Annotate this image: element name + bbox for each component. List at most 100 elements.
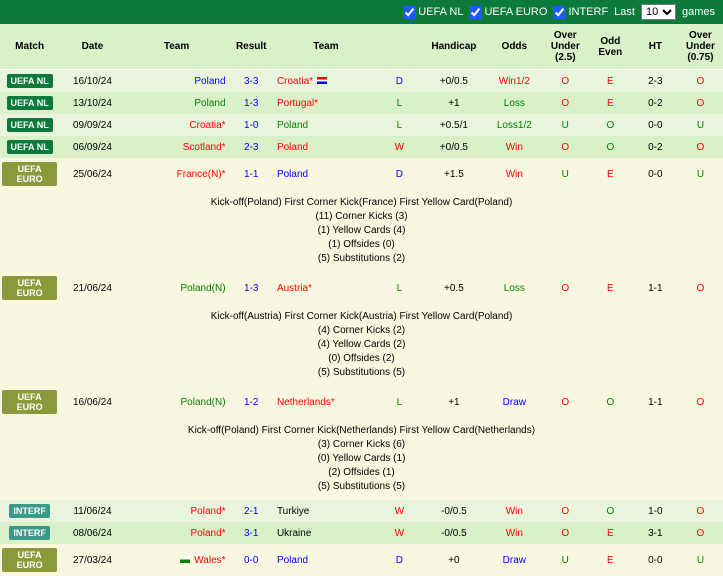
cell-team1[interactable]: Poland(N) — [126, 386, 228, 418]
cell-team1[interactable]: Poland* — [126, 522, 228, 544]
cell-score[interactable]: 1-1 — [228, 158, 275, 190]
cell-odds: Win — [486, 136, 543, 158]
filter-label: INTERF — [568, 6, 608, 18]
cell-handicap: +1 — [422, 386, 486, 418]
cell-ht: 3-1 — [633, 522, 678, 544]
cell-team1[interactable]: Croatia* — [126, 114, 228, 136]
table-row: UEFA EURO25/06/24France(N)*1-1PolandD+1.… — [0, 158, 723, 190]
cell-odds: Loss1/2 — [486, 114, 543, 136]
cell-ou075: O — [678, 70, 723, 93]
cell-team2[interactable]: Poland — [275, 136, 377, 158]
match-badge: UEFA EURO — [2, 276, 57, 300]
cell-score[interactable]: 0-0 — [228, 544, 275, 576]
cell-date: 27/03/24 — [59, 544, 125, 576]
cell-ou25: O — [543, 500, 588, 522]
last-games-select[interactable]: 10 — [641, 4, 676, 20]
table-row: INTERF11/06/24Poland*2-1TurkiyeW-0/0.5Wi… — [0, 500, 723, 522]
match-badge: UEFA EURO — [2, 162, 57, 186]
cell-team1[interactable]: Poland — [126, 92, 228, 114]
match-badge: UEFA NL — [7, 118, 53, 132]
cell-wdl: D — [377, 158, 422, 190]
table-row: UEFA EURO16/06/24Poland(N)1-2Netherlands… — [0, 386, 723, 418]
filter-interf[interactable]: INTERF — [553, 6, 608, 19]
cell-ht: 0-2 — [633, 136, 678, 158]
cell-oe: E — [588, 70, 633, 93]
th-result: Result — [228, 24, 275, 70]
cell-date: 13/10/24 — [59, 92, 125, 114]
detail-cell: Kick-off(Poland) First Corner Kick(Nethe… — [0, 418, 723, 500]
cell-odds: Loss — [486, 92, 543, 114]
th-odds: Odds — [486, 24, 543, 70]
table-body: UEFA NL16/10/24Poland3-3Croatia* D+0/0.5… — [0, 70, 723, 576]
detail-cell: Kick-off(Poland) First Corner Kick(Franc… — [0, 190, 723, 272]
checkbox-uefa-euro[interactable] — [469, 6, 482, 19]
cell-date: 11/06/24 — [59, 500, 125, 522]
cell-match: INTERF — [0, 522, 59, 544]
cell-team2[interactable]: Croatia* — [275, 70, 377, 93]
filter-uefa-euro[interactable]: UEFA EURO — [469, 6, 547, 19]
cell-score[interactable]: 3-3 — [228, 70, 275, 93]
cell-team2[interactable]: Netherlands* — [275, 386, 377, 418]
cell-odds: Win — [486, 500, 543, 522]
cell-match: UEFA EURO — [0, 544, 59, 576]
cell-ou075: U — [678, 158, 723, 190]
cell-ou075: O — [678, 522, 723, 544]
cell-odds: Win — [486, 522, 543, 544]
checkbox-uefa-nl[interactable] — [403, 6, 416, 19]
cell-handicap: +0.5/1 — [422, 114, 486, 136]
cell-oe: O — [588, 500, 633, 522]
th-date: Date — [59, 24, 125, 70]
cell-odds: Draw — [486, 386, 543, 418]
cell-team2[interactable]: Portugal* — [275, 92, 377, 114]
cell-team1[interactable]: Poland — [126, 70, 228, 93]
cell-score[interactable]: 1-3 — [228, 92, 275, 114]
cell-score[interactable]: 2-3 — [228, 136, 275, 158]
cell-match: UEFA NL — [0, 92, 59, 114]
cell-team2[interactable]: Ukraine — [275, 522, 377, 544]
match-badge: UEFA NL — [7, 74, 53, 88]
filter-label: UEFA EURO — [484, 6, 547, 18]
cell-score[interactable]: 3-1 — [228, 522, 275, 544]
last-label-post: games — [682, 6, 715, 18]
cell-score[interactable]: 1-0 — [228, 114, 275, 136]
cell-ht: 2-3 — [633, 70, 678, 93]
cell-team2[interactable]: Austria* — [275, 272, 377, 304]
th-ht: HT — [633, 24, 678, 70]
cell-team2[interactable]: Poland — [275, 544, 377, 576]
filter-uefa-nl[interactable]: UEFA NL — [403, 6, 463, 19]
cell-team1[interactable]: Scotland* — [126, 136, 228, 158]
cell-ou25: O — [543, 522, 588, 544]
cell-score[interactable]: 1-3 — [228, 272, 275, 304]
cell-ou075: U — [678, 114, 723, 136]
cell-wdl: D — [377, 544, 422, 576]
cell-wdl: W — [377, 136, 422, 158]
cell-ou25: O — [543, 272, 588, 304]
cell-match: UEFA EURO — [0, 386, 59, 418]
cell-oe: E — [588, 544, 633, 576]
th-team2: Team — [275, 24, 377, 70]
cell-team1[interactable]: France(N)* — [126, 158, 228, 190]
filter-bar: UEFA NL UEFA EURO INTERF Last 10 games — [0, 0, 723, 24]
cell-oe: O — [588, 386, 633, 418]
cell-team2[interactable]: Turkiye — [275, 500, 377, 522]
cell-odds: Win1/2 — [486, 70, 543, 93]
cell-oe: E — [588, 158, 633, 190]
cell-date: 16/10/24 — [59, 70, 125, 93]
cell-team1[interactable]: Wales* — [126, 544, 228, 576]
cell-score[interactable]: 1-2 — [228, 386, 275, 418]
cell-oe: E — [588, 522, 633, 544]
table-row: UEFA NL16/10/24Poland3-3Croatia* D+0/0.5… — [0, 70, 723, 93]
cell-ou075: O — [678, 500, 723, 522]
cell-team1[interactable]: Poland* — [126, 500, 228, 522]
cell-match: INTERF — [0, 500, 59, 522]
cell-ht: 0-0 — [633, 158, 678, 190]
cell-team2[interactable]: Poland — [275, 158, 377, 190]
cell-wdl: D — [377, 70, 422, 93]
match-badge: INTERF — [9, 526, 50, 540]
cell-team2[interactable]: Poland — [275, 114, 377, 136]
cell-team1[interactable]: Poland(N) — [126, 272, 228, 304]
checkbox-interf[interactable] — [553, 6, 566, 19]
cell-score[interactable]: 2-1 — [228, 500, 275, 522]
detail-row: Kick-off(Poland) First Corner Kick(Nethe… — [0, 418, 723, 500]
table-head: Match Date Team Result Team Handicap Odd… — [0, 24, 723, 70]
